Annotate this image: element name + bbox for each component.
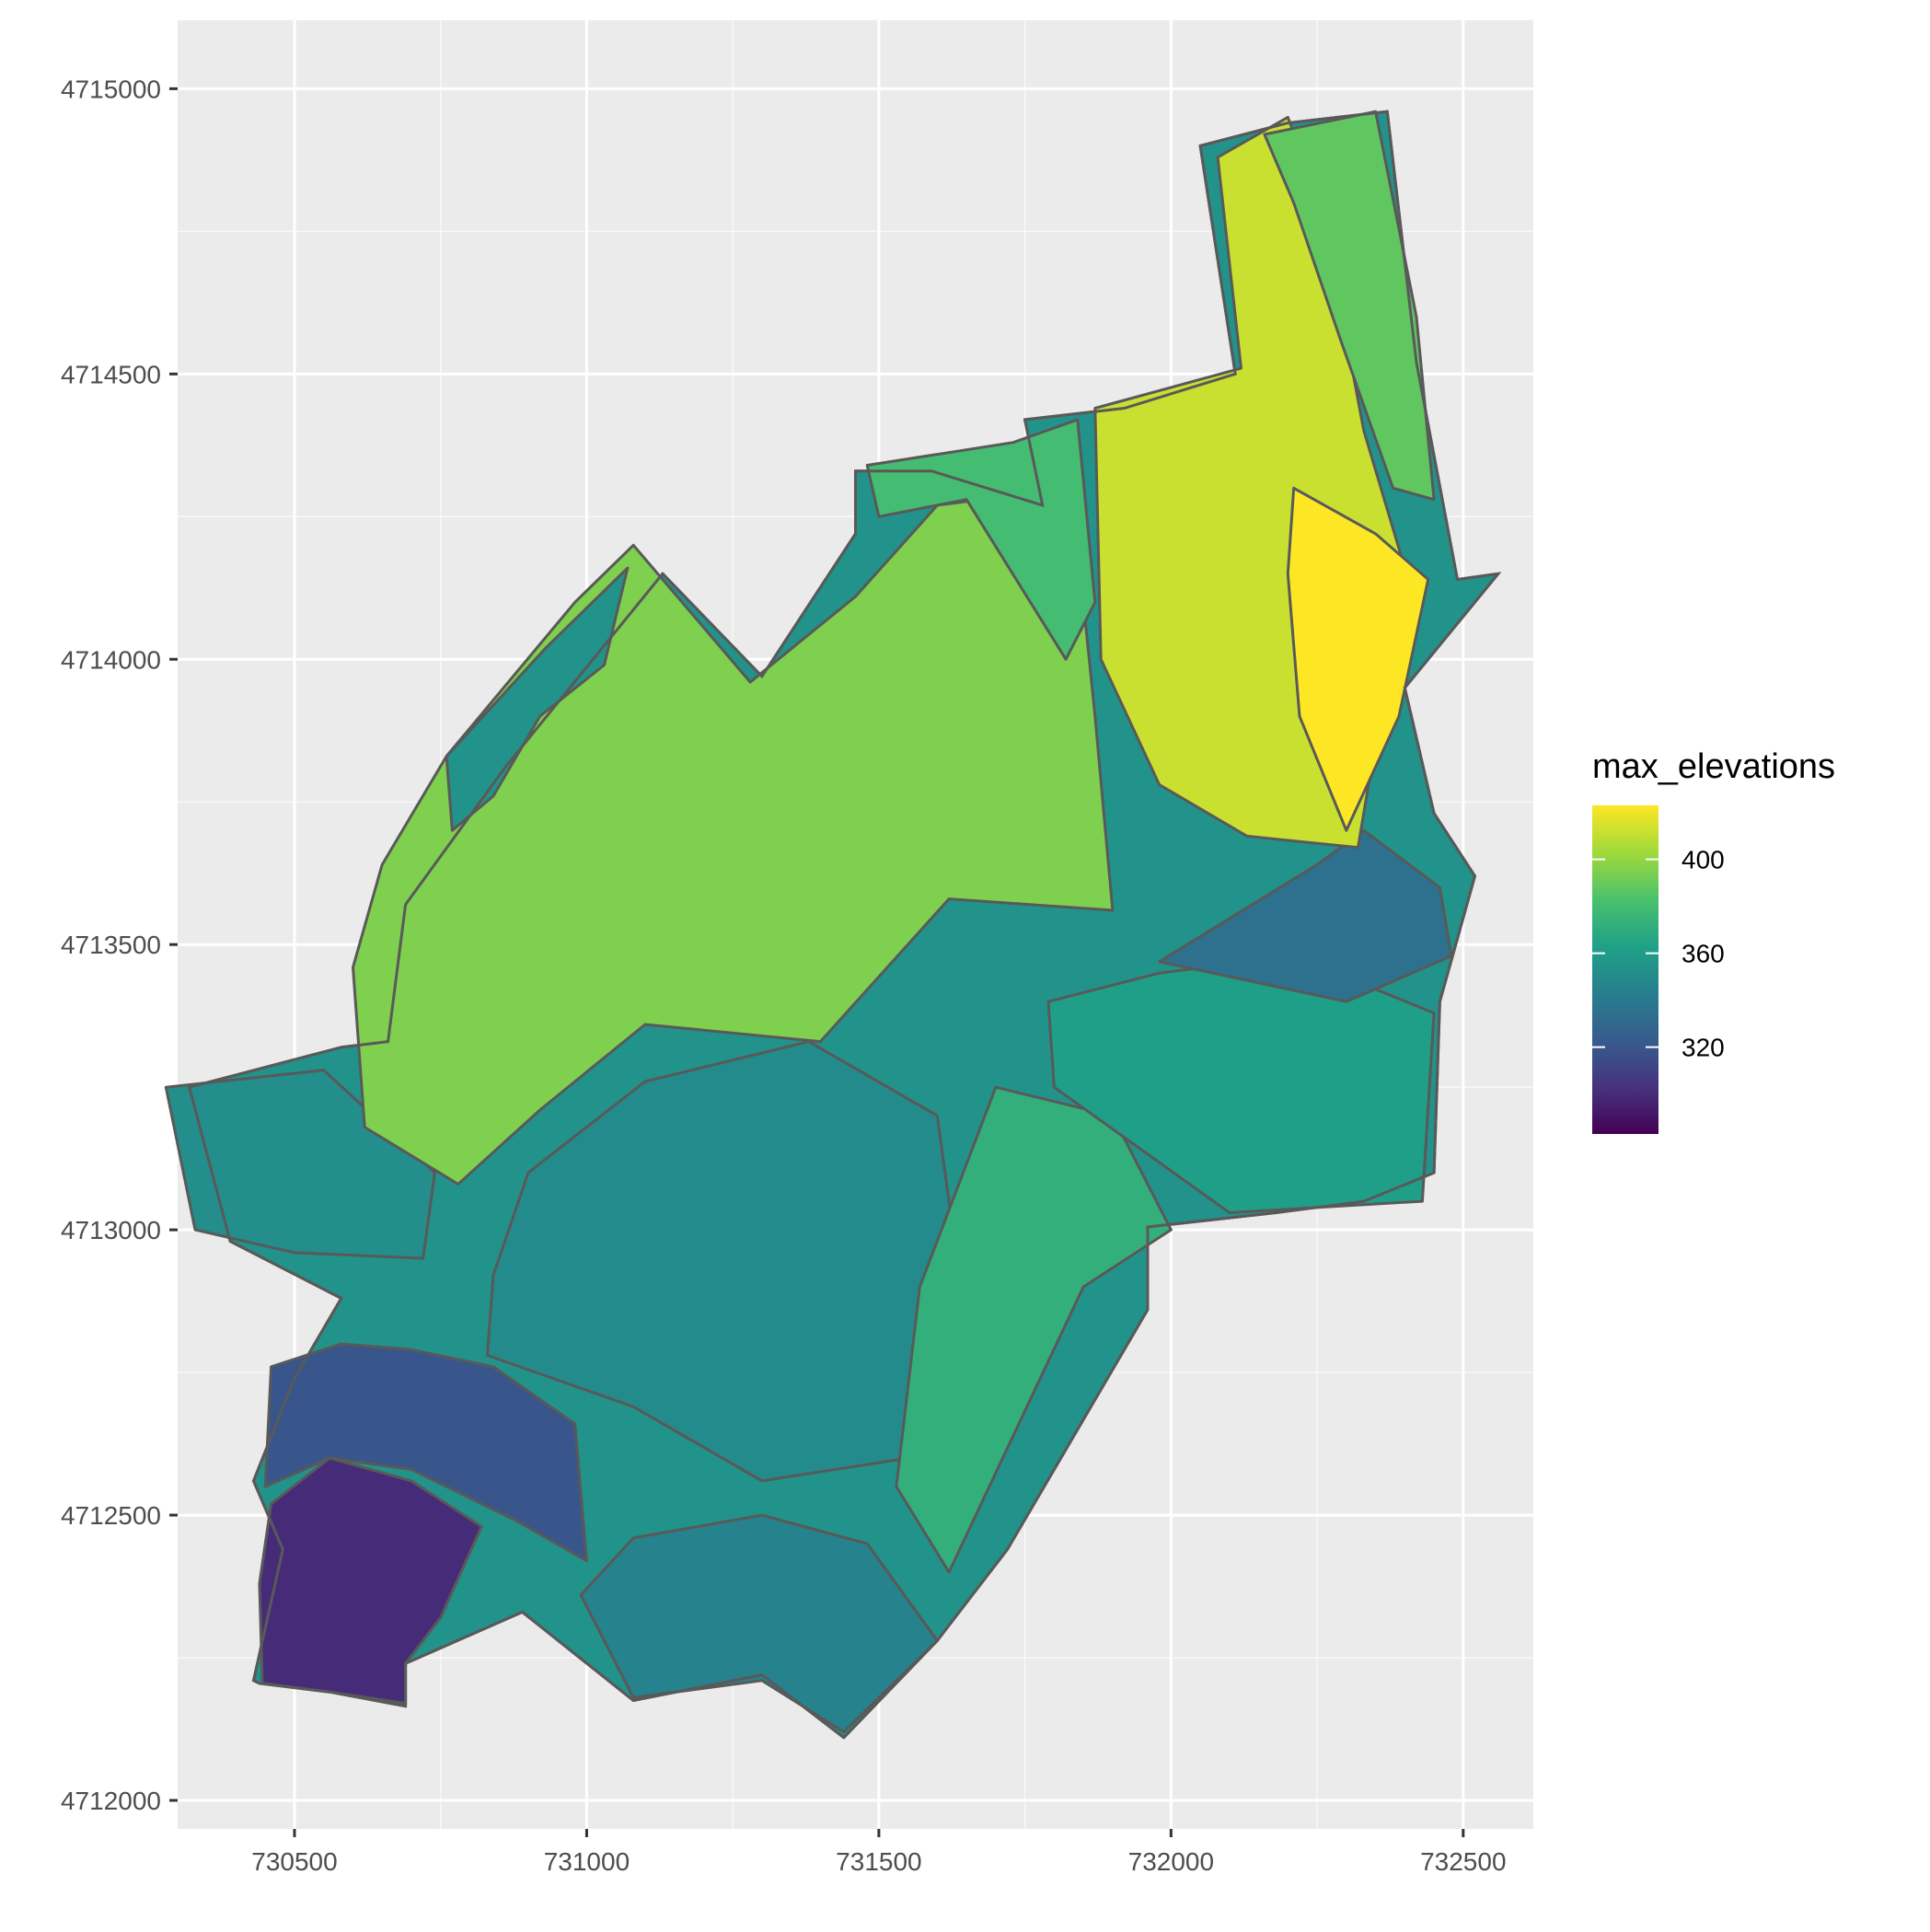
x-tick-label: 732500 [1420,1847,1506,1876]
study-area-outline [187,110,1502,1740]
y-tick-label: 4713000 [61,1216,161,1244]
legend: max_elevations 320 360 400 [1592,747,1835,1134]
y-tick-label: 4712000 [61,1787,161,1815]
region-northwest-ridge [445,566,630,832]
region-southwest-low-slope [263,1342,588,1563]
region-southeast-ridge [895,1085,1173,1574]
legend-ticks [1592,858,1658,1048]
legend-title: max_elevations [1592,747,1835,786]
region-northeast-strip [1263,110,1436,502]
y-tick-label: 4714500 [61,360,161,388]
x-tick-label: 730500 [251,1847,337,1876]
legend-break-label: 400 [1682,846,1725,874]
y-tick-label: 4712500 [61,1501,161,1530]
region-summit [1286,486,1430,832]
y-tick-label: 4713500 [61,931,161,959]
y-tick-label: 4715000 [61,75,161,103]
legend-colorbar [1592,805,1658,1134]
legend-break-label: 360 [1682,940,1725,968]
y-axis-tick-labels: 4712000 4712500 4713000 4713500 4714000 … [61,75,161,1815]
axis-ticks [169,87,1465,1837]
elevation-regions [164,110,1500,1740]
x-axis-tick-labels: 730500 731000 731500 732000 732500 [251,1847,1506,1876]
region-central-basin [486,1040,963,1483]
region-northeast-flank [1158,828,1453,1003]
region-south-lobe [579,1513,939,1734]
x-tick-label: 731000 [544,1847,630,1876]
legend-break-label: 320 [1682,1034,1725,1062]
x-tick-label: 731500 [836,1847,921,1876]
region-southwest-lowland [258,1456,483,1706]
y-tick-label: 4714000 [61,645,161,674]
x-tick-label: 732000 [1128,1847,1214,1876]
